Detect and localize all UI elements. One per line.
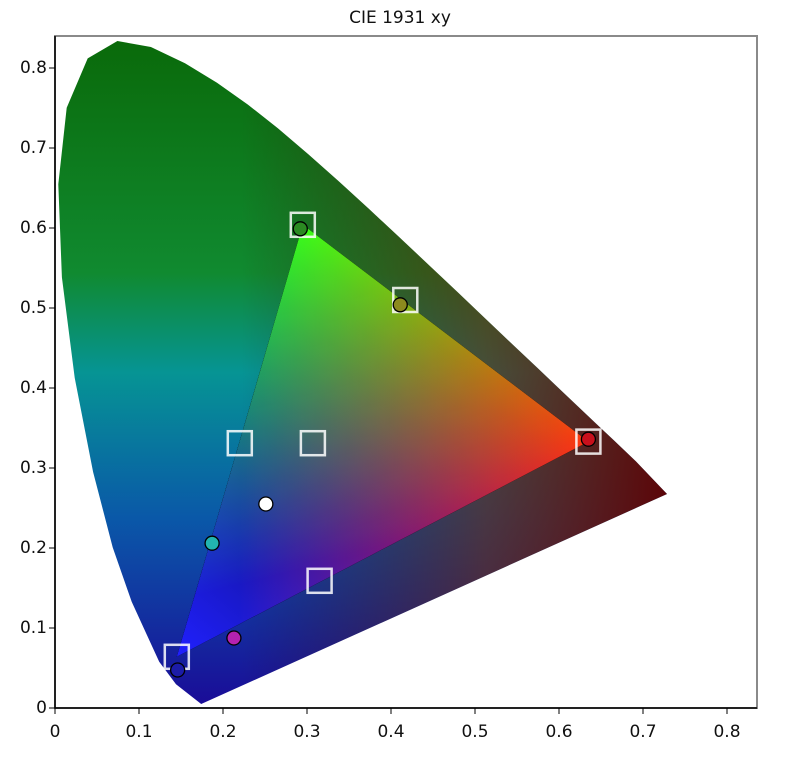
x-tick-label: 0.8 — [713, 722, 740, 742]
y-tick-label: 0 — [36, 698, 47, 718]
gamut-shade — [176, 224, 589, 657]
measured-marker — [204, 535, 220, 551]
chart-title: CIE 1931 xy — [349, 8, 451, 28]
y-tick-label: 0.6 — [20, 218, 47, 238]
x-tick-label: 0.6 — [545, 722, 572, 742]
y-tick-label: 0.5 — [20, 298, 47, 318]
target-marker — [575, 428, 602, 455]
target-marker — [289, 211, 317, 239]
measured-marker — [292, 221, 308, 237]
x-tick-label: 0.2 — [209, 722, 236, 742]
x-tick-label: 0 — [50, 722, 61, 742]
measured-marker — [258, 496, 274, 512]
x-tick-label: 0.4 — [377, 722, 404, 742]
measured-marker — [226, 630, 242, 646]
y-tick-label: 0.3 — [20, 458, 47, 478]
y-tick-label: 0.2 — [20, 538, 47, 558]
target-marker — [392, 286, 419, 314]
y-tick-label: 0.7 — [20, 138, 47, 158]
gamut — [176, 224, 589, 657]
x-tick-label: 0.1 — [125, 722, 152, 742]
measured-marker — [169, 662, 186, 678]
y-tick-label: 0.4 — [20, 378, 47, 398]
x-tick-label: 0.7 — [629, 722, 656, 742]
marks — [163, 211, 602, 678]
target-marker — [226, 429, 254, 457]
x-tick-label: 0.3 — [293, 722, 320, 742]
x-tick-label: 0.5 — [461, 722, 488, 742]
target-marker — [299, 429, 327, 457]
target-marker — [306, 567, 333, 595]
y-tick-label: 0.8 — [20, 58, 47, 78]
y-tick-label: 0.1 — [20, 618, 47, 638]
measured-marker — [392, 297, 408, 313]
measured-marker — [580, 431, 597, 447]
